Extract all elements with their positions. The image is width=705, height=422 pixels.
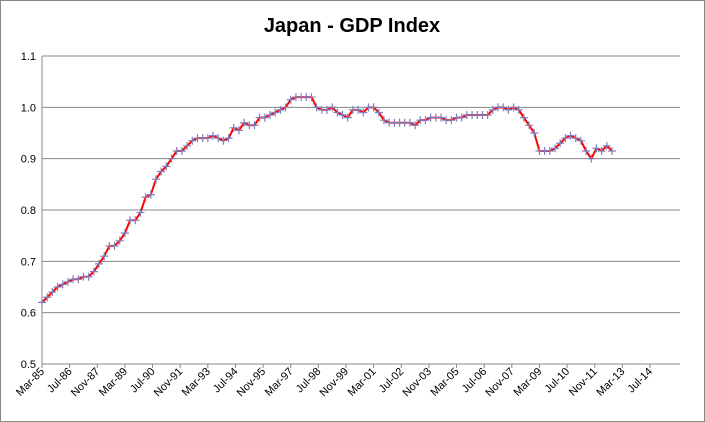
marker	[219, 136, 228, 145]
marker	[551, 144, 559, 153]
marker	[100, 252, 109, 261]
marker	[234, 126, 243, 135]
marker	[566, 131, 575, 140]
marker	[545, 146, 554, 155]
marker	[167, 154, 176, 163]
marker	[203, 134, 212, 143]
marker	[437, 113, 445, 122]
marker	[286, 95, 295, 104]
marker	[312, 103, 321, 112]
marker	[209, 131, 217, 140]
marker	[421, 116, 430, 125]
marker	[162, 162, 171, 171]
marker	[250, 121, 259, 130]
y-tick-label: 0.6	[21, 308, 36, 320]
marker	[177, 146, 186, 155]
marker	[38, 298, 46, 307]
marker	[380, 116, 388, 125]
marker	[514, 105, 523, 114]
marker	[323, 105, 331, 114]
marker	[214, 134, 223, 143]
marker	[281, 103, 290, 112]
marker	[405, 118, 414, 127]
marker	[571, 134, 580, 143]
marker	[411, 121, 420, 130]
marker	[343, 113, 352, 122]
marker	[307, 93, 316, 102]
marker	[483, 111, 492, 120]
marker	[43, 293, 52, 302]
marker	[152, 175, 160, 184]
marker	[110, 241, 119, 250]
marker	[499, 103, 508, 112]
marker	[58, 280, 67, 289]
marker	[561, 134, 570, 143]
marker	[188, 136, 197, 145]
marker	[141, 193, 150, 202]
marker	[519, 113, 528, 122]
marker	[509, 103, 518, 112]
marker	[608, 146, 616, 155]
marker	[266, 111, 274, 120]
marker	[240, 118, 249, 127]
marker	[602, 141, 611, 150]
marker	[183, 141, 192, 150]
marker	[582, 146, 591, 155]
marker	[146, 190, 155, 199]
marker	[115, 236, 124, 245]
chart-title: Japan - GDP Index	[264, 15, 440, 37]
y-tick-label: 0.7	[21, 256, 36, 268]
marker	[276, 105, 285, 114]
marker	[328, 103, 337, 112]
marker	[48, 288, 57, 297]
marker	[369, 103, 378, 112]
marker	[131, 216, 140, 225]
marker	[63, 277, 72, 286]
marker	[53, 283, 62, 291]
marker	[136, 208, 145, 217]
marker	[359, 108, 368, 117]
marker	[556, 139, 565, 148]
marker	[260, 113, 269, 122]
marker	[338, 111, 347, 120]
marker	[224, 134, 233, 143]
marker	[95, 259, 103, 268]
marker	[229, 123, 238, 132]
marker	[576, 136, 585, 145]
marker	[84, 272, 93, 281]
marker	[157, 167, 166, 176]
marker	[354, 105, 363, 114]
y-tick-label: 1.1	[21, 51, 36, 63]
marker	[271, 108, 280, 117]
marker	[504, 105, 513, 114]
marker	[447, 116, 456, 125]
marker	[592, 144, 601, 153]
marker	[525, 121, 534, 130]
marker	[374, 108, 383, 117]
marker	[89, 267, 98, 276]
y-tick-label: 0.8	[21, 205, 36, 217]
marker	[74, 275, 83, 284]
y-tick-label: 1.0	[21, 102, 36, 114]
marker	[333, 108, 342, 117]
marker	[120, 229, 129, 238]
marker	[597, 146, 606, 155]
marker	[587, 154, 596, 163]
marker	[488, 105, 497, 114]
marker	[457, 113, 466, 122]
y-tick-label: 0.9	[21, 154, 36, 166]
marker	[530, 129, 539, 137]
y-tick-label: 0.5	[21, 359, 36, 371]
